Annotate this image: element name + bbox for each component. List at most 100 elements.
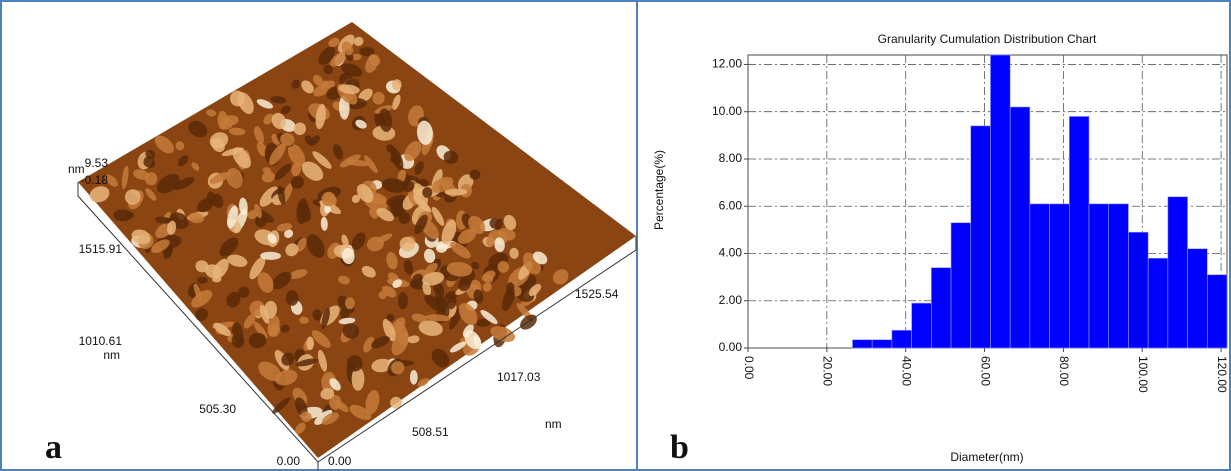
texture-blob — [154, 135, 174, 154]
texture-blob — [145, 149, 156, 160]
axis-label: 1515.91 — [79, 242, 123, 256]
texture-blob — [407, 335, 420, 344]
texture-blob — [177, 155, 189, 167]
texture-blob — [173, 177, 195, 191]
texture-blob — [397, 292, 408, 310]
texture-blob — [431, 176, 454, 193]
texture-blob — [271, 271, 292, 290]
texture-blob — [386, 144, 396, 154]
texture-blob — [300, 411, 312, 422]
texture-blob — [277, 185, 286, 205]
texture-blob — [382, 318, 396, 342]
texture-blob — [191, 290, 213, 308]
bar — [1009, 106, 1031, 349]
axis-label: nm — [545, 417, 562, 431]
texture-blob — [209, 132, 229, 149]
x-tick-label: 20.00 — [821, 356, 835, 386]
texture-blob — [497, 261, 510, 273]
texture-blob — [257, 272, 274, 293]
texture-blob — [414, 161, 424, 175]
texture-blob — [274, 163, 292, 181]
texture-blob — [351, 232, 366, 250]
texture-blob — [255, 215, 267, 228]
texture-blob — [424, 262, 438, 275]
texture-blob — [213, 322, 231, 337]
surface-texture — [89, 34, 569, 434]
texture-blob — [458, 278, 471, 292]
texture-blob — [414, 214, 428, 235]
texture-blob — [220, 117, 234, 130]
texture-blob — [258, 361, 282, 382]
texture-blob — [361, 265, 376, 278]
y-tick-label: 6.00 — [719, 198, 743, 212]
texture-blob — [355, 119, 367, 129]
texture-blob — [226, 291, 241, 308]
texture-blob — [390, 155, 402, 164]
texture-blob — [443, 150, 459, 164]
y-tick-label: 8.00 — [719, 151, 743, 165]
texture-blob — [317, 349, 328, 372]
texture-blob — [502, 287, 515, 312]
axis-label: 0.00 — [277, 454, 301, 468]
texture-blob — [89, 186, 110, 203]
texture-blob — [113, 209, 132, 222]
texture-blob — [365, 390, 380, 415]
axis-label: 1017.03 — [497, 370, 541, 384]
texture-blob — [315, 103, 326, 130]
y-tick-label: 12.00 — [712, 57, 742, 71]
axis-label: 1525.54 — [575, 287, 619, 301]
texture-blob — [368, 54, 381, 67]
texture-blob — [124, 189, 141, 205]
bar — [1108, 203, 1129, 349]
texture-blob — [389, 198, 404, 218]
texture-blob — [449, 241, 471, 259]
y-tick-label: 4.00 — [719, 246, 743, 260]
texture-blob — [371, 358, 393, 373]
texture-blob — [490, 326, 516, 342]
texture-blob — [320, 388, 335, 400]
texture-blob — [280, 132, 295, 147]
texture-blob — [382, 285, 397, 298]
texture-blob — [473, 289, 484, 304]
texture-blob — [291, 162, 302, 177]
texture-blob — [376, 208, 394, 222]
bar — [950, 222, 972, 349]
axis-label: 9.53 — [85, 156, 109, 170]
texture-blob — [469, 169, 481, 181]
bar — [911, 302, 932, 349]
texture-blob — [338, 317, 356, 325]
bar — [852, 339, 873, 349]
texture-blob — [312, 309, 323, 321]
bar — [1088, 203, 1110, 349]
texture-blob — [243, 313, 256, 329]
texture-blob — [424, 294, 446, 313]
x-tick-label: 80.00 — [1057, 356, 1071, 386]
texture-blob — [271, 112, 287, 130]
bar — [1187, 248, 1208, 349]
texture-blob — [272, 397, 291, 414]
texture-blob — [399, 236, 415, 252]
texture-blob — [155, 216, 171, 224]
texture-blob — [417, 378, 429, 387]
texture-blob — [351, 194, 361, 203]
texture-blob — [238, 286, 250, 298]
texture-blob — [188, 120, 208, 138]
texture-blob — [481, 270, 496, 282]
texture-blob — [404, 140, 422, 162]
texture-blob — [188, 212, 205, 224]
bar — [1128, 231, 1149, 349]
texture-blob — [276, 223, 293, 232]
texture-blob — [321, 307, 330, 329]
texture-blob — [446, 296, 457, 310]
x-tick-label: 100.00 — [1136, 356, 1150, 393]
texture-blob — [432, 282, 444, 294]
texture-blob — [471, 279, 482, 292]
texture-blob — [482, 282, 492, 292]
texture-blob — [121, 165, 129, 189]
texture-blob — [422, 271, 445, 286]
texture-blob — [321, 412, 339, 425]
texture-blob — [281, 352, 295, 366]
axis-label: -0.18 — [81, 173, 109, 187]
texture-blob — [296, 237, 307, 252]
